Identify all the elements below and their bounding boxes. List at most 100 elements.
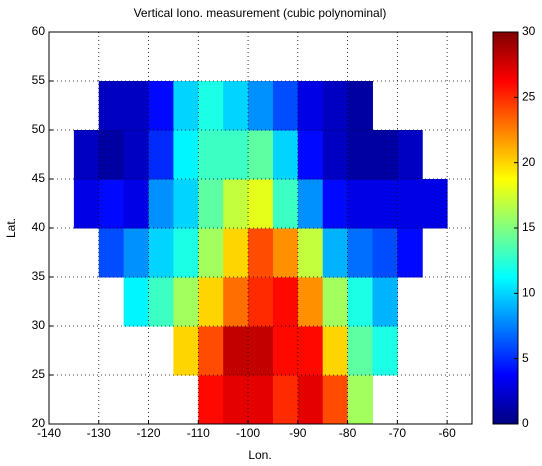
x-tick-label: -100 xyxy=(236,426,260,440)
heat-cell xyxy=(198,375,224,425)
heat-cell xyxy=(223,81,249,131)
heat-cell xyxy=(422,179,448,229)
heat-cell xyxy=(397,130,423,180)
y-axis-label: Lat. xyxy=(4,218,18,238)
heat-cell xyxy=(173,130,199,180)
heat-cell xyxy=(372,326,398,376)
plot-frame xyxy=(48,31,473,425)
heat-cell xyxy=(198,277,224,327)
y-tick-label: 30 xyxy=(32,318,46,332)
colorbar-tick-label: 25 xyxy=(522,90,536,104)
heat-cell xyxy=(98,130,125,180)
heat-cell xyxy=(73,130,100,180)
heat-cell xyxy=(123,228,150,278)
heat-cell xyxy=(322,375,349,425)
heat-cell xyxy=(347,326,373,376)
heat-cell xyxy=(347,228,373,278)
heat-cell xyxy=(372,277,398,327)
heat-cell xyxy=(397,179,423,229)
heat-cell xyxy=(297,81,324,131)
colorbar-tick-label: 0 xyxy=(522,416,529,430)
heat-cell xyxy=(148,277,174,327)
heat-cell xyxy=(322,277,349,327)
heat-cell xyxy=(272,81,299,131)
x-tick-label: -140 xyxy=(37,426,61,440)
heat-cell xyxy=(223,375,249,425)
heat-cell xyxy=(98,179,125,229)
heat-cell xyxy=(148,130,174,180)
heat-cell xyxy=(148,179,174,229)
heat-cell xyxy=(198,179,224,229)
heat-cell xyxy=(198,130,224,180)
colorbar-tick-label: 20 xyxy=(522,155,536,169)
x-tick-label: -130 xyxy=(87,426,111,440)
heat-cell xyxy=(347,375,373,425)
heat-cell xyxy=(223,130,249,180)
heat-cell xyxy=(372,130,398,180)
heat-cell xyxy=(173,326,199,376)
heat-cell xyxy=(322,326,349,376)
heat-cell xyxy=(198,228,224,278)
heat-cell xyxy=(148,228,174,278)
heat-cell xyxy=(372,179,398,229)
heat-cell xyxy=(272,326,299,376)
x-axis-label: Lon. xyxy=(248,448,271,462)
heat-cell xyxy=(372,228,398,278)
heat-cell xyxy=(223,228,249,278)
heat-cell xyxy=(198,326,224,376)
heat-cell xyxy=(123,81,150,131)
heat-cell xyxy=(148,81,174,131)
heat-cell xyxy=(173,277,199,327)
heat-cell xyxy=(173,228,199,278)
heat-cell xyxy=(173,179,199,229)
y-tick-label: 55 xyxy=(32,73,46,87)
y-tick-label: 45 xyxy=(32,171,46,185)
heat-cell xyxy=(297,277,324,327)
heat-cell xyxy=(223,326,249,376)
heat-cell xyxy=(347,277,373,327)
x-tick-label: -110 xyxy=(187,426,210,440)
heat-cell xyxy=(223,179,249,229)
colorbar-tick-label: 5 xyxy=(522,351,529,365)
heat-cell xyxy=(322,228,349,278)
chart-title: Vertical Iono. measurement (cubic polyno… xyxy=(134,6,387,20)
colorbar-tick-label: 15 xyxy=(522,220,536,234)
heat-cell xyxy=(272,179,299,229)
heat-cell xyxy=(123,130,150,180)
heat-cell xyxy=(322,179,349,229)
heat-cell xyxy=(272,228,299,278)
colorbar-tick-label: 30 xyxy=(522,24,536,38)
heat-cell xyxy=(248,179,274,229)
heat-cell xyxy=(248,277,274,327)
heat-cell xyxy=(297,375,324,425)
y-tick-label: 20 xyxy=(32,416,46,430)
heat-cell xyxy=(248,228,274,278)
y-tick-label: 40 xyxy=(32,220,46,234)
heat-cell xyxy=(248,326,274,376)
heat-cell xyxy=(347,179,373,229)
heat-cell xyxy=(297,228,324,278)
y-tick-label: 35 xyxy=(32,269,46,283)
heat-cell xyxy=(297,179,324,229)
heat-cell xyxy=(297,130,324,180)
heat-cell xyxy=(173,81,199,131)
heat-cell xyxy=(347,81,373,131)
heat-cell xyxy=(347,130,373,180)
heat-cell xyxy=(98,81,125,131)
heat-cell xyxy=(272,375,299,425)
heat-cell xyxy=(123,179,150,229)
heat-cell xyxy=(198,81,224,131)
y-tick-label: 50 xyxy=(32,122,46,136)
heat-cell xyxy=(297,326,324,376)
x-tick-label: -120 xyxy=(137,426,161,440)
x-tick-label: -90 xyxy=(289,426,307,440)
heat-cell xyxy=(322,130,349,180)
x-tick-label: -60 xyxy=(438,426,456,440)
heat-cell xyxy=(272,130,299,180)
heat-cell xyxy=(223,277,249,327)
heat-cell xyxy=(123,277,150,327)
heat-cell xyxy=(397,228,423,278)
heat-cell xyxy=(98,228,125,278)
heat-cell xyxy=(73,179,100,229)
